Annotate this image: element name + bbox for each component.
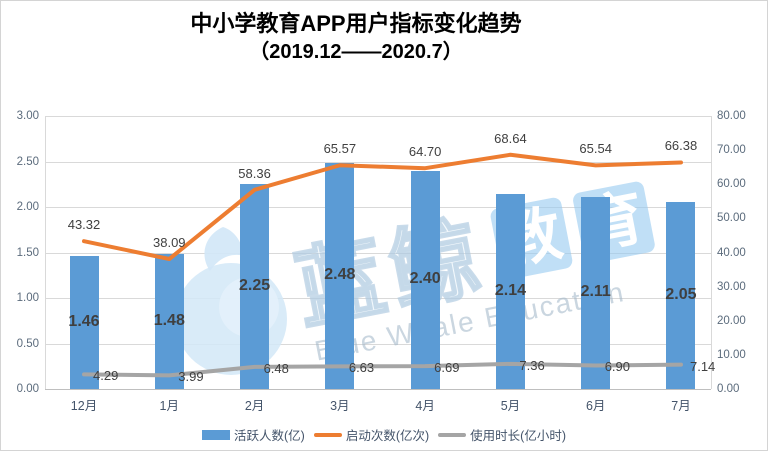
legend-line-swatch [438, 432, 467, 437]
orange-point-label: 68.64 [494, 130, 527, 146]
bar-value-label: 2.25 [238, 276, 271, 294]
legend-line-swatch [313, 432, 342, 437]
legend: 活跃人数(亿) 启动次数(亿次) 使用时长(亿小时) [1, 425, 767, 444]
orange-point-label: 58.36 [238, 165, 271, 181]
legend-item-1: 活跃人数(亿) [202, 425, 305, 444]
legend-bar-swatch [202, 429, 230, 440]
left-axis-line [45, 116, 46, 389]
gray-point-label: 7.36 [519, 357, 545, 373]
legend-label: 活跃人数(亿) [234, 429, 305, 443]
x-axis-label-7月: 7月 [671, 399, 691, 413]
bar-value-label: 1.46 [68, 312, 100, 330]
gridline [45, 161, 711, 163]
gridline [45, 343, 711, 345]
legend-label: 使用时长(亿小时) [470, 429, 566, 443]
gray-point-label: 7.14 [689, 358, 716, 374]
right-axis-tick-label: 20.00 [717, 314, 746, 327]
right-axis-tick-label: 80.00 [717, 110, 746, 122]
bar-value-label: 2.05 [665, 285, 697, 303]
gray-point-label: 4.29 [93, 368, 119, 384]
left-axis-tick-label: 1.00 [16, 292, 39, 304]
x-axis-label-5月: 5月 [500, 399, 521, 413]
right-axis-tick-label: 60.00 [717, 178, 746, 191]
orange-point-label: 65.57 [323, 141, 357, 157]
gray-point-label: 3.99 [178, 369, 204, 385]
legend-label: 启动次数(亿次) [345, 429, 430, 443]
chart-title-line1: 中小学教育APP用户指标变化趋势 [190, 11, 522, 36]
bar-value-label: 2.11 [580, 282, 611, 300]
bar-value-label: 1.48 [153, 311, 185, 329]
gridline [45, 252, 711, 254]
right-axis-tick-label: 50.00 [717, 212, 746, 225]
chart-title: 中小学教育APP用户指标变化趋势 （2019.12——2020.7） [1, 9, 711, 65]
gray-point-label: 6.90 [604, 359, 631, 375]
gridline [45, 207, 711, 208]
orange-point-label: 65.54 [579, 141, 612, 157]
gridline [45, 116, 711, 117]
orange-point-label: 64.70 [408, 144, 442, 160]
left-axis-tick-label: 0.50 [16, 337, 39, 350]
x-axis-label-6月: 6月 [585, 399, 606, 413]
gray-point-label: 6.48 [263, 360, 289, 376]
gray-point-label: 6.69 [434, 360, 460, 376]
gray-point-label: 6.63 [348, 360, 375, 376]
bar-value-label: 2.40 [409, 269, 441, 287]
right-axis-tick-label: 10.00 [717, 348, 746, 361]
left-axis-tick-label: 2.50 [16, 155, 39, 168]
gridline [45, 298, 711, 299]
gridline [45, 389, 711, 390]
x-axis-label-4月: 4月 [415, 399, 435, 413]
orange-point-label: 38.09 [153, 235, 186, 251]
right-axis-tick-label: 30.00 [717, 280, 746, 293]
x-axis-label-1月: 1月 [159, 399, 179, 413]
right-axis-line [711, 116, 712, 389]
x-axis-label-3月: 3月 [330, 399, 350, 413]
left-axis-tick-label: 3.00 [16, 110, 39, 122]
bar-value-label: 2.48 [324, 266, 356, 284]
right-axis-tick-label: 0.00 [717, 383, 740, 395]
left-axis-tick-label: 1.50 [16, 246, 39, 259]
legend-item-3: 使用时长(亿小时) [438, 425, 566, 444]
right-axis-tick-label: 40.00 [717, 246, 746, 259]
right-axis-tick-label: 70.00 [717, 144, 746, 157]
x-axis-label-12月: 12月 [70, 399, 98, 413]
legend-item-2: 启动次数(亿次) [313, 425, 430, 444]
chart-title-line2: （2019.12——2020.7） [249, 41, 463, 63]
orange-point-label: 43.32 [67, 217, 101, 233]
left-axis-tick-label: 2.00 [16, 201, 39, 213]
left-axis-tick-label: 0.00 [16, 383, 39, 395]
orange-point-label: 66.38 [664, 138, 698, 154]
x-axis-label-2月: 2月 [244, 399, 265, 413]
bar-value-label: 2.14 [494, 281, 526, 299]
